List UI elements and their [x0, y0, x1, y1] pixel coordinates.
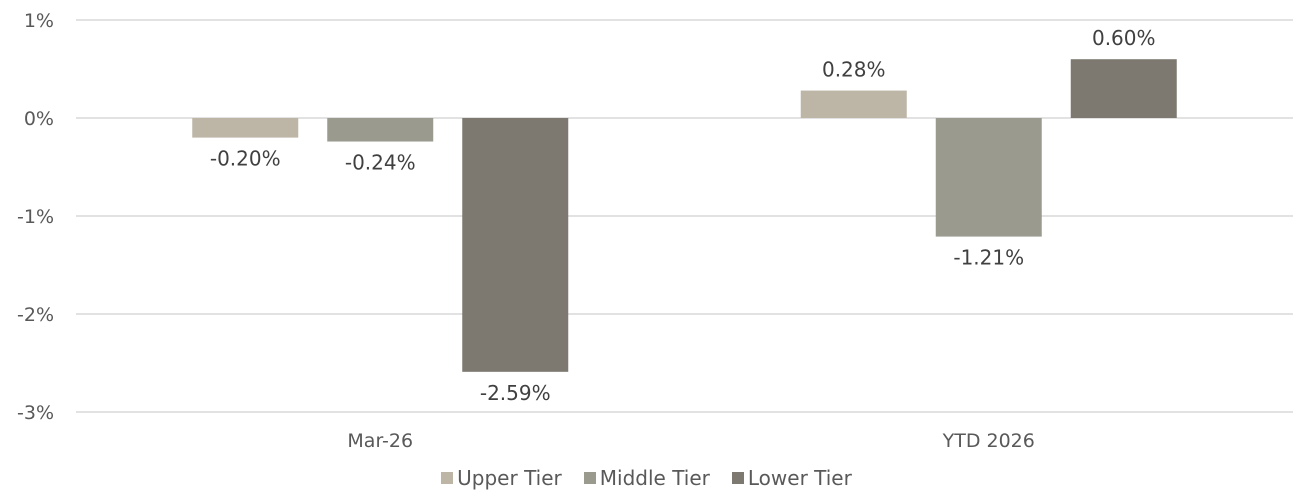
legend-item: Upper Tier — [441, 466, 562, 490]
data-label: -0.20% — [210, 147, 281, 171]
legend-label: Lower Tier — [747, 466, 852, 490]
legend-swatch — [731, 472, 744, 484]
bar — [935, 118, 1042, 237]
bar — [1070, 59, 1177, 118]
data-label: -1.21% — [953, 246, 1024, 270]
y-tick-label: -2% — [17, 304, 54, 326]
data-label: 0.60% — [1092, 26, 1156, 50]
bar — [462, 118, 569, 372]
x-axis: Mar-26 YTD 2026 — [347, 430, 1034, 452]
legend-swatch — [441, 472, 454, 484]
y-axis: 1% 0% -1% -2% -3% — [17, 10, 54, 424]
data-labels: -0.20% -0.24% -2.59% 0.28% -1.21% 0.60% — [210, 26, 1156, 405]
legend-swatch — [583, 472, 596, 484]
x-category-label: YTD 2026 — [942, 430, 1035, 452]
legend-label: Middle Tier — [599, 466, 710, 490]
y-tick-label: -3% — [17, 402, 54, 424]
legend-item: Middle Tier — [583, 466, 710, 490]
data-label: -0.24% — [345, 151, 416, 175]
x-category-label: Mar-26 — [347, 430, 413, 452]
legend-item: Lower Tier — [731, 466, 852, 490]
y-tick-label: 1% — [24, 10, 54, 32]
legend-label: Upper Tier — [457, 466, 562, 490]
data-label: -2.59% — [480, 381, 551, 405]
bar — [800, 90, 907, 118]
y-tick-label: -1% — [17, 206, 54, 228]
y-tick-label: 0% — [24, 108, 54, 130]
data-label: 0.28% — [822, 58, 886, 82]
bar — [192, 118, 299, 138]
bar — [327, 118, 434, 142]
legend: Upper Tier Middle Tier Lower Tier — [0, 466, 1293, 490]
bars — [192, 59, 1177, 372]
